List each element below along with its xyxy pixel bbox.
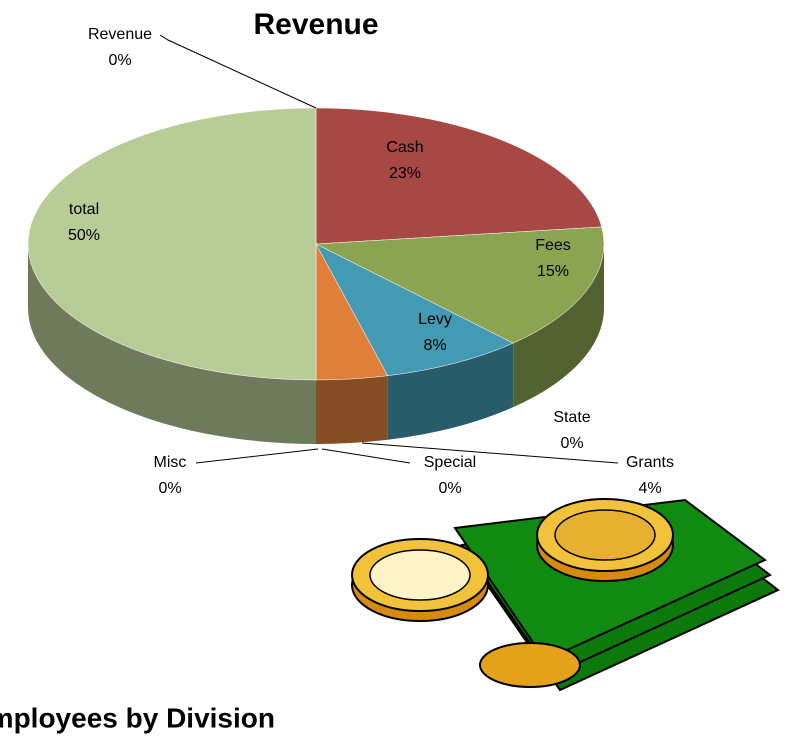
leader-line <box>361 442 619 464</box>
next-title: Employees by Division <box>0 702 275 733</box>
coin-face <box>554 509 656 561</box>
slice-label: Special <box>424 454 476 471</box>
chart-title: Revenue <box>253 8 378 41</box>
slice-value-label: 15% <box>537 263 569 280</box>
slice-side <box>513 244 604 408</box>
slice-label: total <box>69 201 99 218</box>
leader-line <box>159 34 317 109</box>
slice-value-label: 0% <box>560 435 583 452</box>
slice-side <box>28 244 316 444</box>
slice-side <box>316 375 388 444</box>
slice-value-label: 0% <box>108 52 131 69</box>
slice-value-label: 8% <box>423 337 446 354</box>
slice <box>315 107 603 245</box>
slice <box>315 243 514 376</box>
slice-label: Levy <box>418 311 452 328</box>
coin <box>479 642 581 688</box>
slice <box>27 107 317 381</box>
leader-line <box>321 448 411 464</box>
slice-label: Grants <box>626 454 674 471</box>
slice-value-label: 4% <box>638 480 661 497</box>
slice-value-label: 50% <box>68 227 100 244</box>
leader-line <box>195 448 319 464</box>
slice-label: State <box>553 409 590 426</box>
slice-value-label: 23% <box>389 165 421 182</box>
slice <box>315 226 605 344</box>
money-clipart <box>351 498 780 692</box>
slice-label: Fees <box>535 237 571 254</box>
slice-value-label: 0% <box>438 480 461 497</box>
slice-value-label: 0% <box>158 480 181 497</box>
pie <box>27 107 605 444</box>
slice-side <box>387 343 514 440</box>
slice-label: Revenue <box>88 26 152 43</box>
slice-label: Misc <box>154 454 187 471</box>
slice-label: Cash <box>386 139 423 156</box>
coin-face <box>369 549 471 601</box>
